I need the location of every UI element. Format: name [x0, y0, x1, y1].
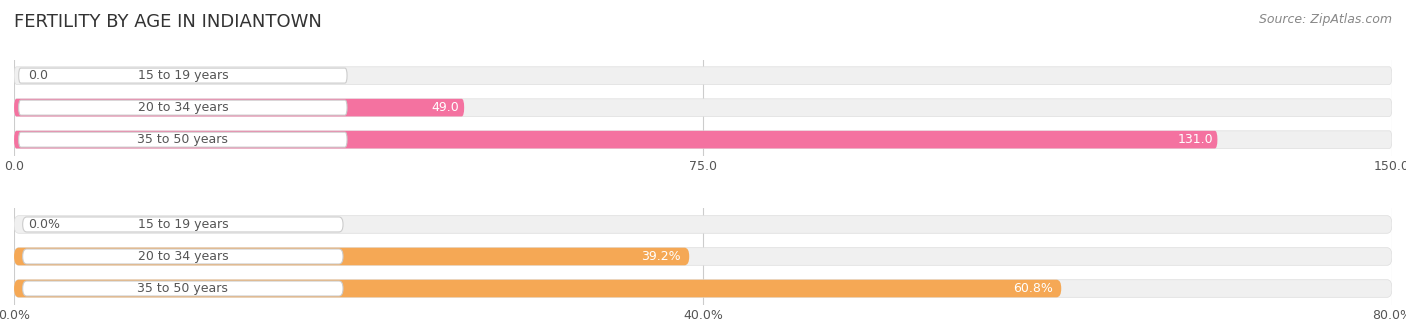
FancyBboxPatch shape	[22, 217, 343, 232]
Text: 20 to 34 years: 20 to 34 years	[138, 250, 228, 263]
FancyBboxPatch shape	[14, 67, 1392, 84]
FancyBboxPatch shape	[14, 216, 1392, 233]
Text: 15 to 19 years: 15 to 19 years	[138, 69, 228, 82]
Text: 131.0: 131.0	[1177, 133, 1213, 146]
Text: 15 to 19 years: 15 to 19 years	[138, 218, 228, 231]
Text: 60.8%: 60.8%	[1012, 282, 1053, 295]
FancyBboxPatch shape	[14, 131, 1392, 148]
FancyBboxPatch shape	[18, 100, 347, 115]
FancyBboxPatch shape	[14, 99, 464, 117]
Text: 0.0: 0.0	[28, 69, 48, 82]
FancyBboxPatch shape	[14, 280, 1062, 297]
FancyBboxPatch shape	[22, 249, 343, 264]
FancyBboxPatch shape	[14, 131, 1218, 148]
Text: 0.0%: 0.0%	[28, 218, 60, 231]
FancyBboxPatch shape	[18, 68, 347, 83]
FancyBboxPatch shape	[22, 281, 343, 296]
Text: 39.2%: 39.2%	[641, 250, 681, 263]
Text: 20 to 34 years: 20 to 34 years	[138, 101, 228, 114]
FancyBboxPatch shape	[14, 99, 1392, 117]
Text: 49.0: 49.0	[432, 101, 460, 114]
Text: Source: ZipAtlas.com: Source: ZipAtlas.com	[1258, 13, 1392, 26]
Text: 35 to 50 years: 35 to 50 years	[138, 133, 228, 146]
Text: 35 to 50 years: 35 to 50 years	[138, 282, 228, 295]
FancyBboxPatch shape	[14, 248, 1392, 265]
FancyBboxPatch shape	[14, 280, 1392, 297]
FancyBboxPatch shape	[14, 248, 689, 265]
FancyBboxPatch shape	[18, 132, 347, 147]
Text: FERTILITY BY AGE IN INDIANTOWN: FERTILITY BY AGE IN INDIANTOWN	[14, 13, 322, 31]
